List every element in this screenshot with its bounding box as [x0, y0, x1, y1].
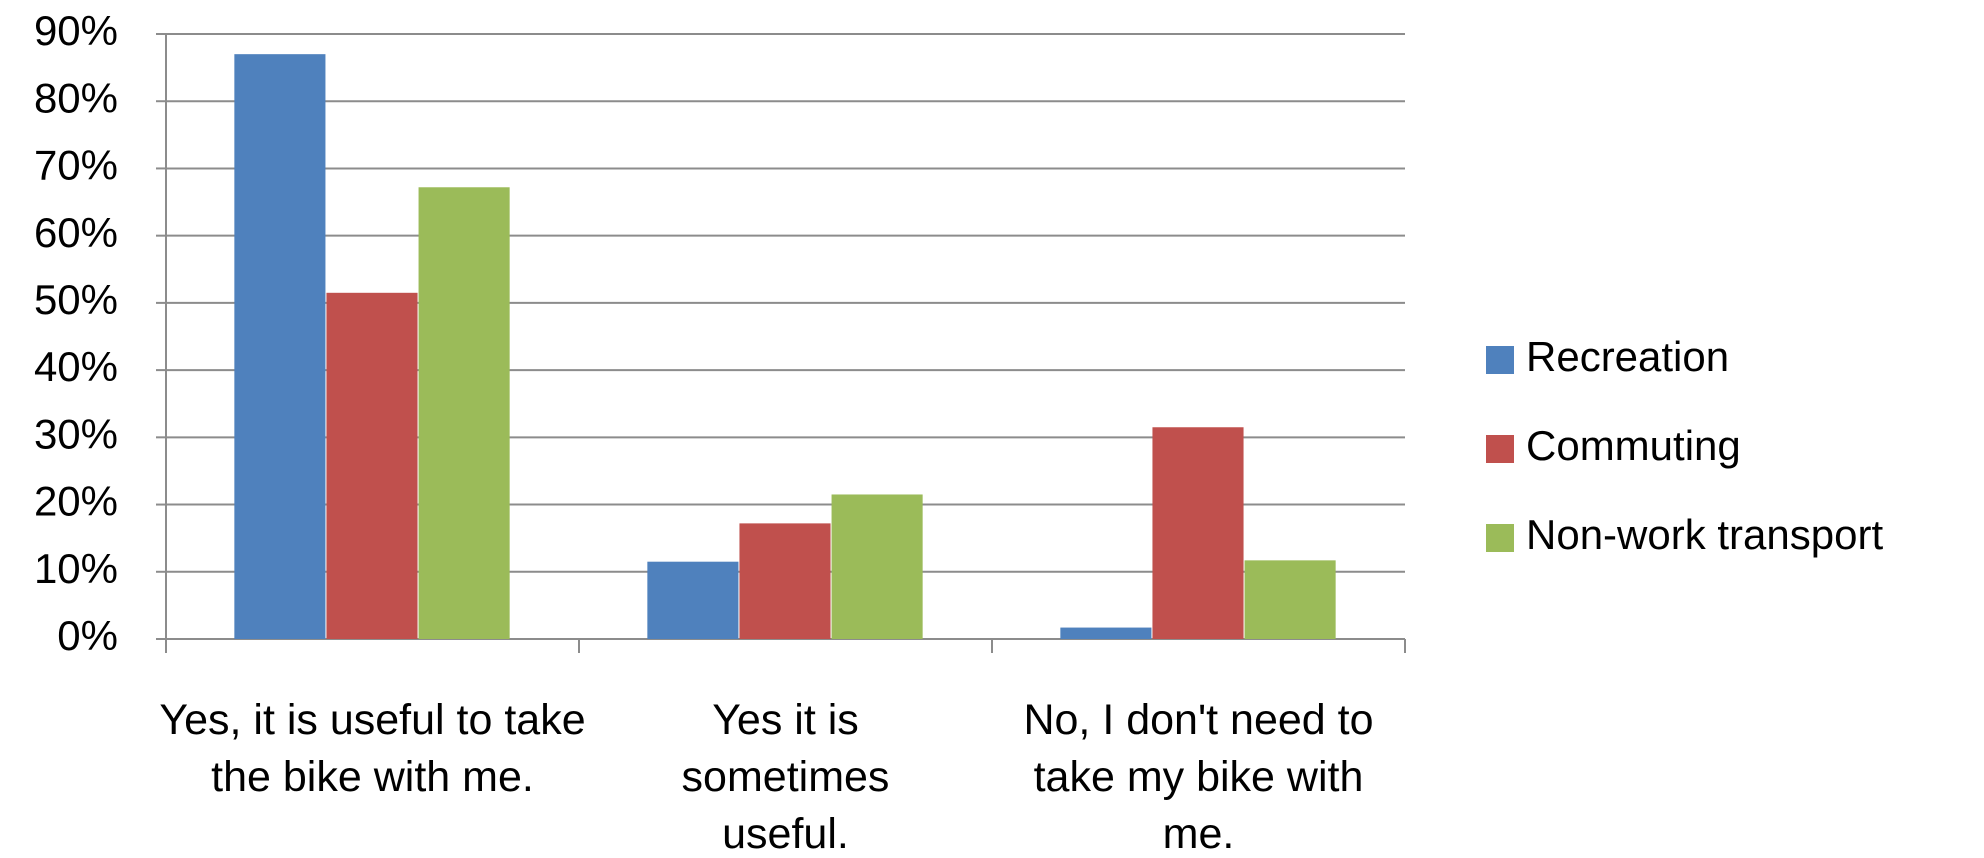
bar: [418, 187, 510, 639]
x-tick-label: No, I don't need to take my bike with me…: [1023, 696, 1374, 858]
y-tick-label: 0%: [57, 612, 118, 659]
bar: [647, 561, 739, 639]
bar: [831, 494, 923, 639]
legend-label: Recreation: [1526, 333, 1729, 380]
bar: [234, 54, 326, 639]
y-tick-label: 40%: [34, 343, 118, 390]
y-tick-label: 10%: [34, 545, 118, 592]
y-tick-label: 60%: [34, 209, 118, 256]
x-tick-label: Yes, it is useful to take the bike with …: [159, 696, 586, 801]
bar: [1152, 427, 1244, 639]
y-tick-label: 50%: [34, 276, 118, 323]
y-tick-label: 80%: [34, 74, 118, 121]
legend-swatch: [1486, 524, 1514, 552]
legend-swatch: [1486, 346, 1514, 374]
y-tick-label: 70%: [34, 142, 118, 189]
legend-swatch: [1486, 435, 1514, 463]
bar: [739, 523, 831, 639]
legend-label: Non-work transport: [1526, 511, 1883, 558]
bar: [326, 292, 418, 639]
x-tick-label: Yes it is sometimes useful.: [681, 696, 890, 858]
y-tick-label: 20%: [34, 478, 118, 525]
y-tick-label: 30%: [34, 410, 118, 457]
bar: [1060, 627, 1152, 639]
y-tick-label: 90%: [34, 7, 118, 54]
bar: [1244, 560, 1336, 639]
legend-label: Commuting: [1526, 422, 1741, 469]
